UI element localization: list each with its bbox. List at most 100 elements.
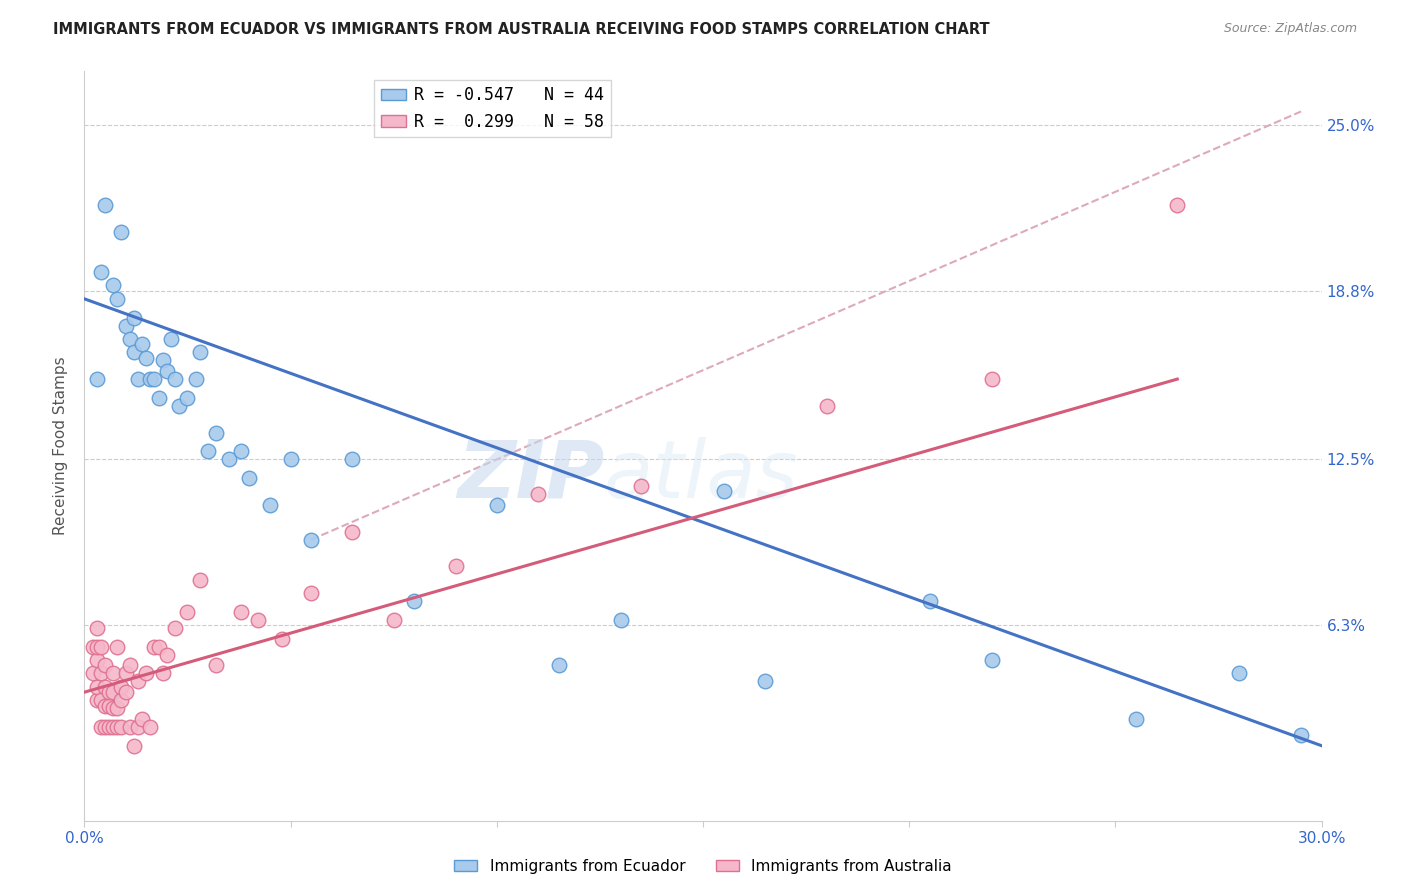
Point <box>127 720 149 734</box>
Point <box>271 632 294 646</box>
Legend: R = -0.547   N = 44, R =  0.299   N = 58: R = -0.547 N = 44, R = 0.299 N = 58 <box>374 79 612 137</box>
Point <box>815 399 838 413</box>
Point <box>127 372 149 386</box>
Point <box>122 345 145 359</box>
Point <box>259 498 281 512</box>
Point <box>152 666 174 681</box>
Point <box>135 351 157 365</box>
Point <box>342 452 364 467</box>
Point <box>103 701 125 715</box>
Point <box>105 292 128 306</box>
Point <box>98 698 121 713</box>
Point <box>713 484 735 499</box>
Point <box>1289 728 1312 742</box>
Point <box>90 666 112 681</box>
Point <box>139 720 162 734</box>
Point <box>94 680 117 694</box>
Text: Source: ZipAtlas.com: Source: ZipAtlas.com <box>1223 22 1357 36</box>
Point <box>609 613 631 627</box>
Point <box>205 658 228 673</box>
Point <box>280 452 302 467</box>
Point <box>105 640 128 654</box>
Point <box>444 559 467 574</box>
Point <box>82 666 104 681</box>
Point <box>114 666 136 681</box>
Point <box>98 685 121 699</box>
Point <box>94 658 117 673</box>
Point <box>165 621 187 635</box>
Point <box>135 666 157 681</box>
Point <box>118 720 141 734</box>
Point <box>188 345 211 359</box>
Point <box>246 613 269 627</box>
Text: ZIP: ZIP <box>457 437 605 515</box>
Legend: Immigrants from Ecuador, Immigrants from Australia: Immigrants from Ecuador, Immigrants from… <box>449 853 957 880</box>
Point <box>527 487 550 501</box>
Point <box>176 605 198 619</box>
Point <box>139 372 162 386</box>
Point <box>105 701 128 715</box>
Point <box>382 613 405 627</box>
Point <box>980 372 1002 386</box>
Point <box>114 318 136 333</box>
Point <box>110 680 132 694</box>
Point <box>86 621 108 635</box>
Point <box>94 698 117 713</box>
Point <box>167 399 190 413</box>
Point <box>630 479 652 493</box>
Point <box>86 693 108 707</box>
Point <box>1166 198 1188 212</box>
Point <box>94 720 117 734</box>
Point <box>148 391 170 405</box>
Point <box>1125 712 1147 726</box>
Point <box>105 720 128 734</box>
Point <box>238 471 260 485</box>
Point <box>103 666 125 681</box>
Point <box>176 391 198 405</box>
Point <box>404 594 426 608</box>
Point <box>122 310 145 325</box>
Point <box>980 653 1002 667</box>
Text: atlas: atlas <box>605 437 799 515</box>
Point <box>122 739 145 753</box>
Point <box>114 685 136 699</box>
Point <box>547 658 569 673</box>
Point <box>156 364 179 378</box>
Point <box>197 444 219 458</box>
Point <box>342 524 364 539</box>
Point <box>82 640 104 654</box>
Y-axis label: Receiving Food Stamps: Receiving Food Stamps <box>53 357 69 535</box>
Point <box>143 640 166 654</box>
Point <box>110 225 132 239</box>
Point <box>229 605 252 619</box>
Point <box>103 720 125 734</box>
Point <box>127 674 149 689</box>
Point <box>118 332 141 346</box>
Point <box>143 372 166 386</box>
Point <box>299 533 322 547</box>
Point <box>229 444 252 458</box>
Point <box>152 353 174 368</box>
Point <box>86 653 108 667</box>
Point <box>90 265 112 279</box>
Point <box>156 648 179 662</box>
Point <box>205 425 228 440</box>
Point <box>148 640 170 654</box>
Point <box>98 720 121 734</box>
Point <box>218 452 240 467</box>
Point <box>188 573 211 587</box>
Point <box>299 586 322 600</box>
Point <box>90 640 112 654</box>
Point <box>94 198 117 212</box>
Point <box>160 332 183 346</box>
Point <box>131 337 153 351</box>
Point <box>90 720 112 734</box>
Point <box>110 693 132 707</box>
Point <box>118 658 141 673</box>
Point <box>485 498 508 512</box>
Point <box>103 278 125 293</box>
Point <box>86 640 108 654</box>
Point <box>110 720 132 734</box>
Point <box>1227 666 1250 681</box>
Point <box>86 680 108 694</box>
